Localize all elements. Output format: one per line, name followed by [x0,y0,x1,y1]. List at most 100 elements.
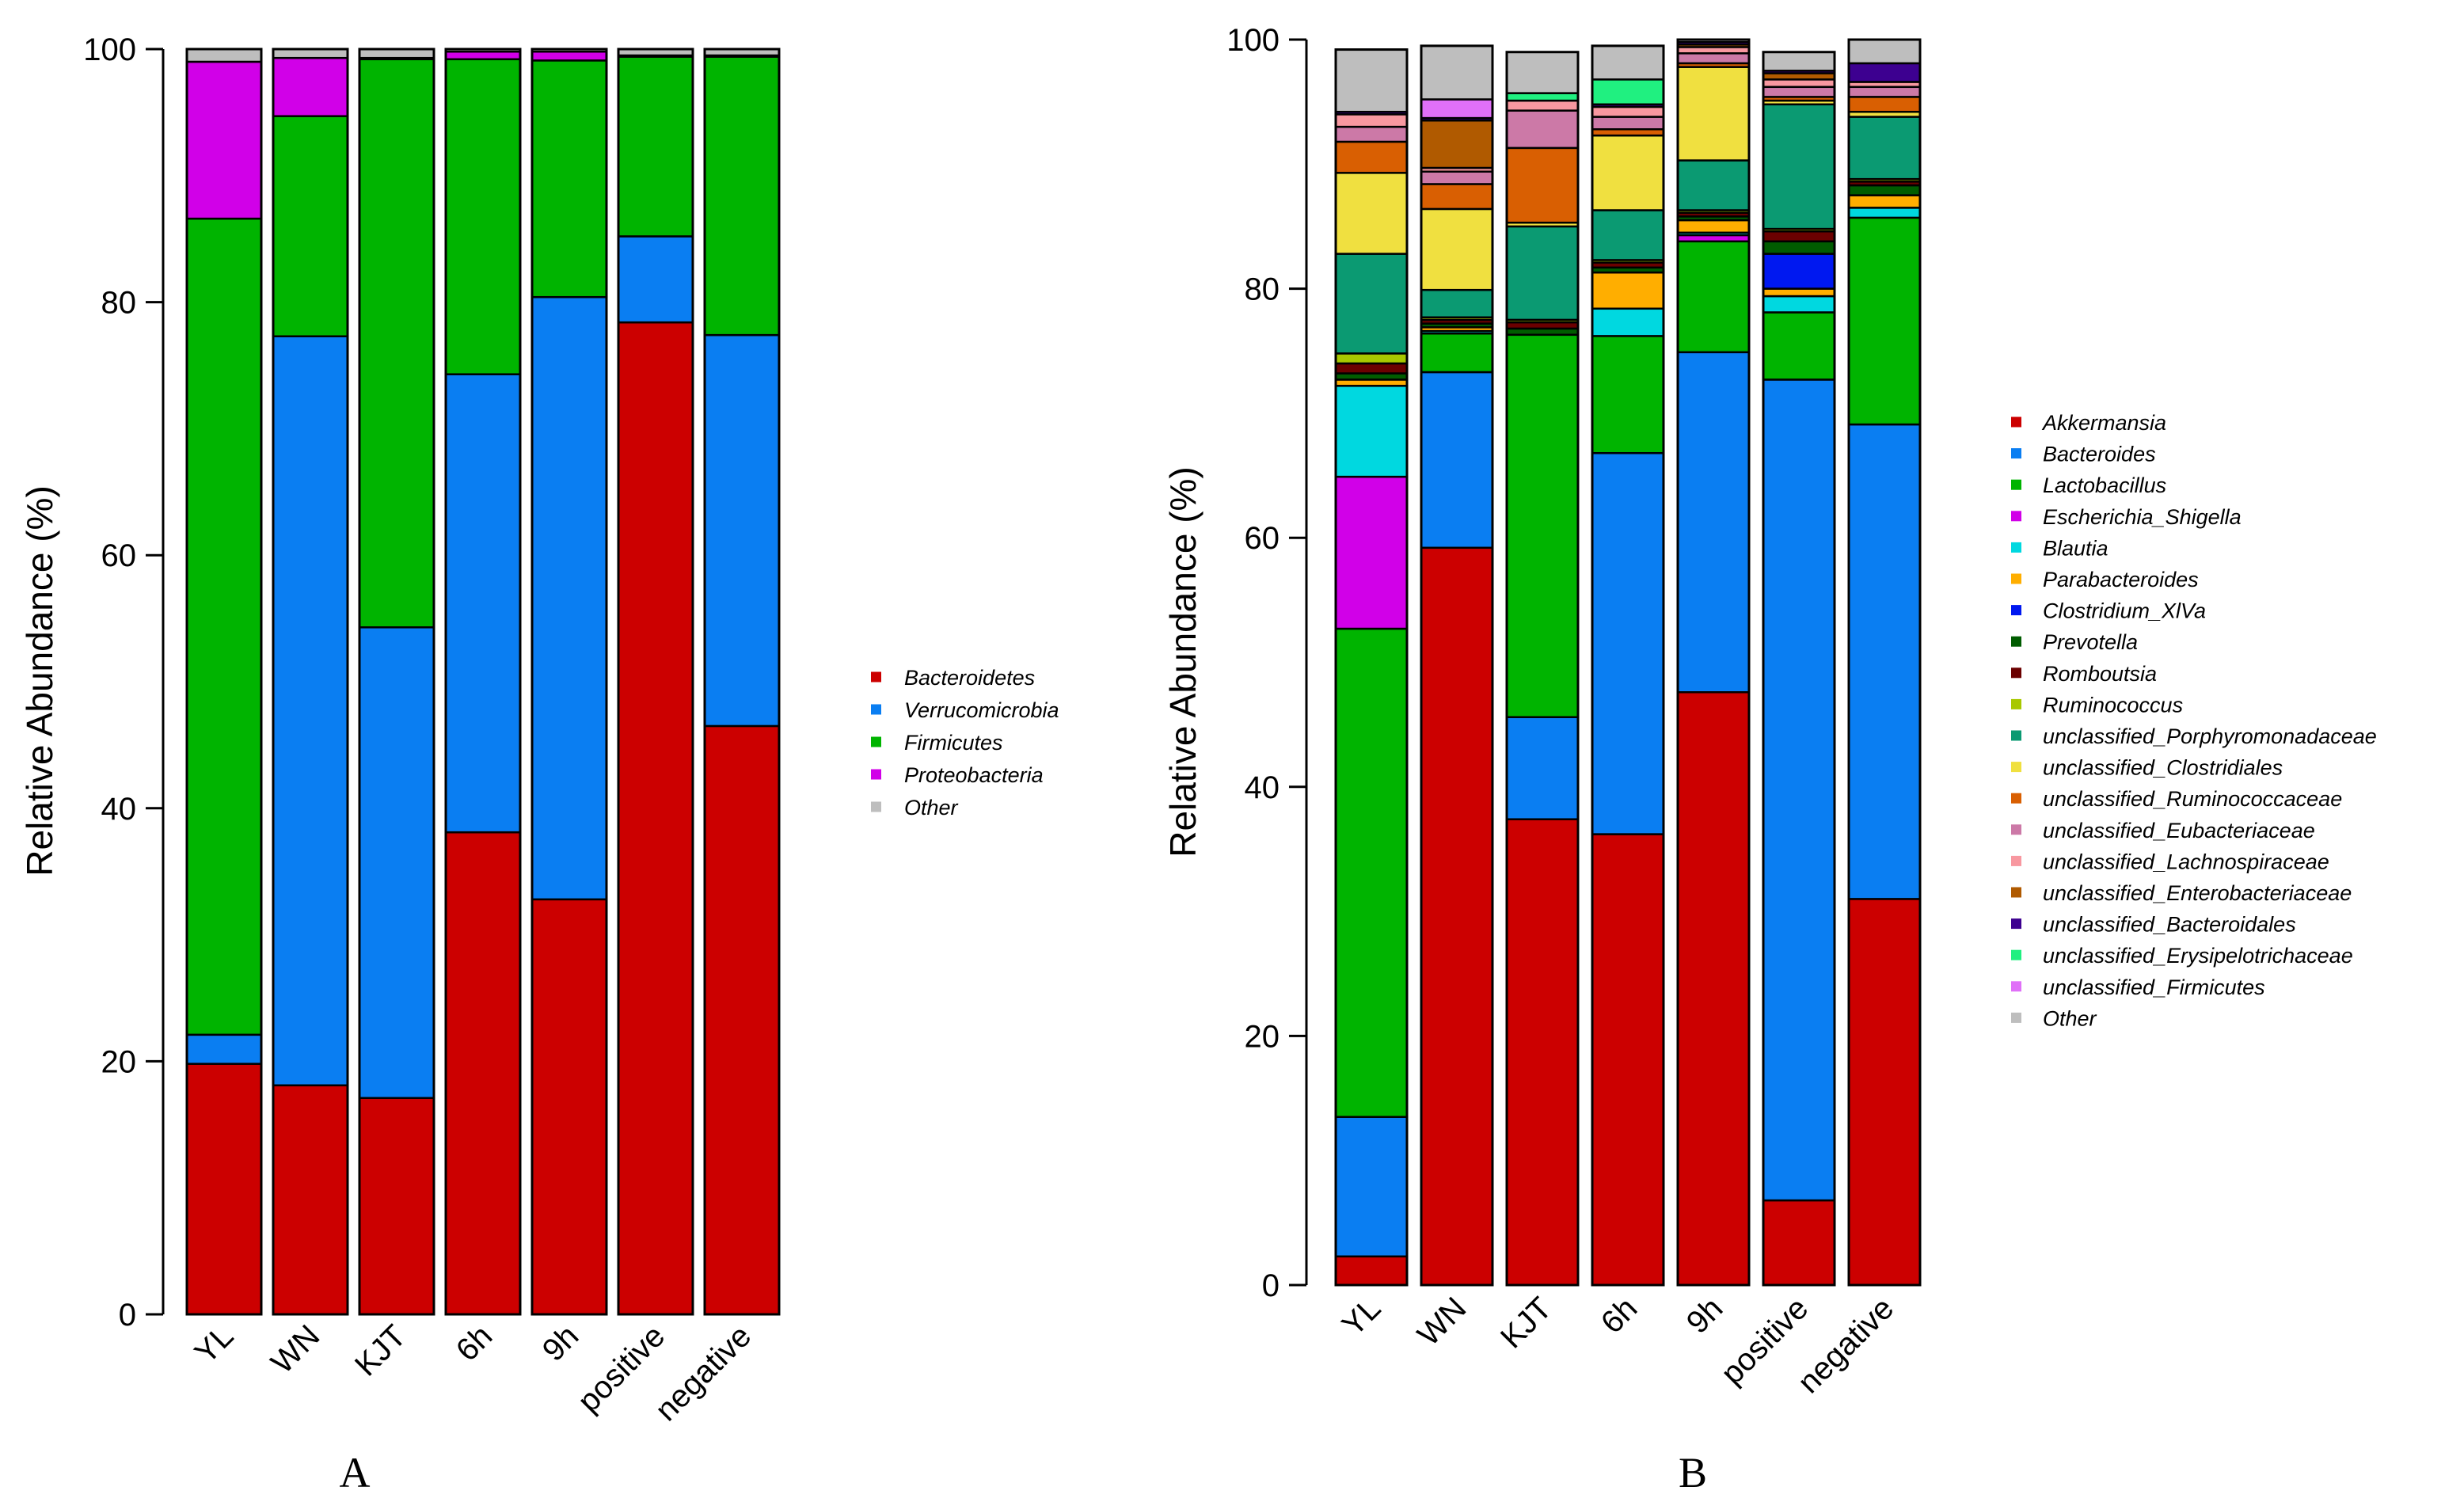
panel-b-legend-label: unclassified_Erysipelotrichaceae [2043,944,2353,968]
panel-a-segment-Firmicutes-6h [444,58,522,375]
panel-a-legend-label: Firmicutes [904,731,1003,755]
panel-b-segment-Lactobacillus-negative [1847,216,1922,426]
panel-b-segment-Bacteroides-YL [1334,1116,1409,1258]
panel-b-segment-unclassified_Clostridiales-WN [1420,207,1494,291]
panel-b-segment-Escherichia_Shigella-YL [1334,475,1409,630]
panel-b-segment-unclassified_Ruminococcaceae-KJT [1505,146,1580,224]
panel-b-segment-unclassified_Lachnospiraceae-KJT [1505,99,1580,112]
panel-b-legend-label: Escherichia_Shigella [2043,505,2242,529]
panel-a-bar-KJT [358,48,435,1316]
panel-b-legend-swatch [2011,793,2021,804]
panel-b-segment-unclassified_Porphyromonadaceae-YL [1334,253,1409,355]
panel-b-y-tick-label: 80 [1245,272,1280,307]
panel-a-segment-Verrucomicrobia-6h [444,373,522,834]
panel-a-legend-label: Bacteroidetes [904,666,1035,690]
panel-b-bar-outline [1676,38,1751,1287]
panel-b-segment-Clostridium_XlVa-positive [1762,253,1836,290]
panel-a-segment-Other-KJT [358,48,435,59]
panel-b-segment-Bacteroides-KJT [1505,716,1580,820]
panel-b-y-tick-label: 40 [1245,770,1280,805]
panel-b-bar-outline [1762,51,1836,1287]
panel-b-legend-swatch [2011,416,2021,428]
panel-b-legend-label: unclassified_Firmicutes [2043,975,2265,999]
panel-b-segment-unclassified_Porphyromonadaceae-6h [1591,209,1665,261]
panel-b-segment-Parabacteroides-positive [1762,287,1836,298]
panel-b-segment-unclassified_Enterobacteriaceae-WN [1420,119,1494,169]
panel-b-legend-swatch [2011,949,2021,960]
panel-a-bar-WN [272,48,349,1316]
panel-b-segment-unclassified_Eubacteriaceae-YL [1334,125,1409,143]
panel-b-bar-positive [1762,51,1836,1287]
panel-b-segment-Lactobacillus-positive [1762,311,1836,381]
panel-a-segment-Other-YL [185,48,263,63]
panel-b-legend-swatch [2011,511,2021,522]
panel-a-label: A [340,1449,371,1496]
panel-a-segment-Proteobacteria-9h [530,50,608,62]
panel-b-bar-9h [1676,38,1751,1287]
panel-a-segment-Verrucomicrobia-positive [617,235,694,324]
panel-a-legend: Bacteroidetes Verrucomicrobia Firmicutes Pr… [871,666,1059,819]
panel-b-legend-label: Akkermansia [2041,411,2166,435]
panel-a-bar-outline [185,48,263,1316]
panel-b-segment-Parabacteroides-6h [1591,271,1665,310]
panel-b-segment-Blautia-YL [1334,385,1409,478]
panel-b-bar-WN [1420,44,1494,1287]
panel-b-bar-negative [1847,38,1922,1287]
panel-b-legend-label: Romboutsia [2043,662,2157,686]
panel-a-segment-Verrucomicrobia-YL [185,1033,263,1065]
panel-b-bar-YL [1334,48,1409,1287]
panel-b-segment-Lactobacillus-YL [1334,627,1409,1118]
panel-b-legend: Akkermansia Bacteroides Lactobacillus Esche… [2011,411,2377,1030]
panel-b-segment-Bacteroides-WN [1420,371,1494,549]
panel-b-segment-Prevotella-negative [1847,184,1922,196]
panel-b-segment-unclassified_Porphyromonadaceae-9h [1676,159,1751,211]
panel-b-segment-Blautia-6h [1591,307,1665,337]
panel-b-segment-unclassified_Porphyromonadaceae-positive [1762,103,1836,230]
panel-a-bar-negative [703,48,781,1316]
panel-b-segment-Akkermansia-positive [1762,1199,1836,1287]
panel-b-legend-swatch [2011,667,2021,679]
panel-b-segment-Bacteroides-9h [1676,351,1751,694]
panel-b-segment-Akkermansia-negative [1847,898,1922,1287]
panel-a-segment-Firmicutes-positive [617,55,694,238]
panel-b-legend-swatch [2011,448,2021,459]
panel-b-segment-unclassified_Lachnospiraceae-6h [1591,105,1665,118]
panel-b-segment-unclassified_Clostridiales-6h [1591,134,1665,211]
panel-a-bar-outline [358,48,435,1316]
panel-b-bar-outline [1420,44,1494,1287]
panel-b-label: B [1679,1449,1707,1496]
panel-a-segment-Proteobacteria-WN [272,56,349,117]
panel-b-segment-Lactobacillus-KJT [1505,333,1580,718]
panel-a-legend-label: Verrucomicrobia [904,698,1059,722]
panel-a-legend-swatch [871,736,881,747]
panel-b-legend-swatch [2011,1012,2021,1023]
panel-a-segment-Bacteroidetes-6h [444,831,522,1316]
panel-a-legend-label: Proteobacteria [904,763,1044,787]
panel-b-legend-swatch [2011,542,2021,553]
panel-a-segment-Bacteroidetes-positive [617,321,694,1316]
panel-a-segment-Bacteroidetes-KJT [358,1097,435,1316]
panel-b-segment-Other-negative [1847,38,1922,65]
panel-a-bar-positive [617,48,694,1316]
panel-b-segment-unclassified_Ruminococcaceae-WN [1420,183,1494,211]
panel-b-legend-label: Parabacteroides [2043,568,2199,591]
panel-a-segment-Verrucomicrobia-KJT [358,626,435,1099]
panel-b-legend-label: unclassified_Bacteroidales [2043,913,2296,937]
panel-b-legend-label: unclassified_Eubacteriaceae [2043,819,2315,842]
panel-a-segment-Firmicutes-negative [703,55,781,337]
panel-b-legend-label: unclassified_Clostridiales [2043,756,2283,780]
panel-b-segment-unclassified_Eubacteriaceae-KJT [1505,109,1580,150]
panel-a-y-tick-label: 40 [101,792,137,827]
panel-b-legend-swatch [2011,762,2021,773]
panel-b-segment-unclassified_Ruminococcaceae-negative [1847,96,1922,113]
panel-b-legend-swatch [2011,479,2021,490]
panel-b-segment-Akkermansia-KJT [1505,818,1580,1287]
panel-b-segment-Akkermansia-9h [1676,691,1751,1287]
panel-a-bar-outline [530,48,608,1316]
panel-a-bar-9h [530,48,608,1316]
panel-a-legend-swatch [871,704,881,715]
panel-a-bar-outline [272,48,349,1316]
panel-a-segment-Proteobacteria-6h [444,50,522,61]
panel-b-y-tick-label: 0 [1262,1268,1280,1303]
